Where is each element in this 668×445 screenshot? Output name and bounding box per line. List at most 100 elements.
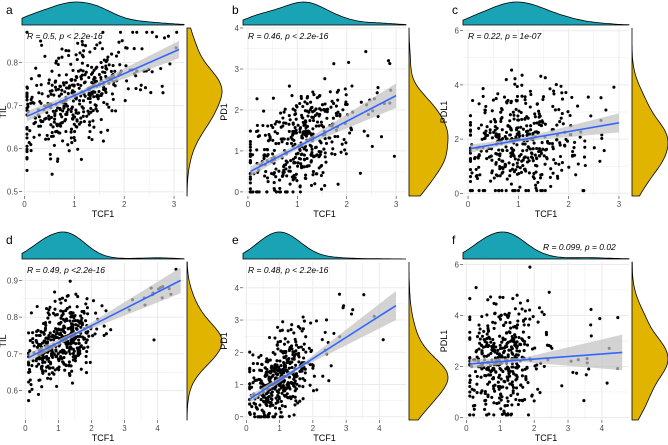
data-point bbox=[71, 338, 75, 342]
data-point bbox=[310, 348, 314, 352]
data-point bbox=[31, 340, 35, 345]
data-point bbox=[75, 119, 79, 123]
correlation-annotation: R = 0.46, p < 2.2e-16 bbox=[248, 31, 329, 41]
data-point bbox=[268, 135, 272, 139]
data-point bbox=[513, 343, 517, 347]
data-point bbox=[525, 343, 530, 347]
data-point bbox=[298, 369, 302, 373]
data-point bbox=[294, 172, 298, 176]
data-point bbox=[486, 326, 490, 330]
data-point bbox=[73, 130, 77, 134]
data-point bbox=[556, 176, 560, 180]
data-point bbox=[487, 353, 491, 357]
data-point bbox=[271, 152, 275, 156]
data-point bbox=[285, 190, 289, 194]
data-point bbox=[34, 333, 39, 337]
data-point bbox=[69, 127, 74, 131]
data-point bbox=[485, 313, 489, 317]
data-point bbox=[263, 174, 267, 178]
data-point bbox=[305, 109, 309, 113]
data-point bbox=[255, 362, 260, 366]
data-point bbox=[248, 145, 252, 149]
data-point bbox=[475, 382, 479, 386]
data-point bbox=[82, 119, 86, 124]
data-point bbox=[496, 348, 500, 352]
x-axis-title: TCF1 bbox=[92, 433, 115, 443]
data-point bbox=[511, 391, 515, 395]
data-point bbox=[36, 392, 41, 396]
data-point bbox=[273, 130, 277, 134]
y-tick-label: 0.9 bbox=[7, 276, 19, 285]
data-point bbox=[558, 120, 562, 124]
data-point bbox=[52, 120, 56, 124]
data-point bbox=[379, 135, 384, 139]
y-tick-label: 3 bbox=[235, 316, 240, 325]
data-point bbox=[525, 132, 529, 136]
data-point bbox=[25, 144, 29, 148]
data-point bbox=[517, 171, 521, 176]
data-point bbox=[27, 399, 31, 403]
data-point bbox=[175, 30, 179, 34]
data-point bbox=[543, 189, 547, 193]
data-point bbox=[468, 381, 472, 385]
data-point bbox=[34, 66, 38, 70]
data-point bbox=[37, 357, 41, 361]
data-point bbox=[55, 384, 59, 388]
data-point bbox=[548, 175, 552, 179]
data-point bbox=[501, 170, 505, 174]
data-point bbox=[333, 134, 337, 139]
data-point bbox=[474, 174, 478, 178]
data-point bbox=[538, 120, 542, 124]
x-axis-title: TCF1 bbox=[313, 209, 336, 219]
data-point bbox=[71, 311, 75, 315]
data-point bbox=[35, 83, 39, 87]
data-point bbox=[334, 104, 338, 108]
data-point bbox=[487, 155, 491, 159]
data-point bbox=[266, 370, 271, 374]
data-point bbox=[508, 113, 512, 117]
data-point bbox=[507, 369, 511, 373]
data-point bbox=[300, 136, 305, 140]
data-point bbox=[272, 369, 276, 373]
data-point bbox=[541, 147, 545, 151]
data-point bbox=[276, 400, 280, 404]
data-point bbox=[499, 110, 503, 114]
data-point bbox=[520, 159, 524, 163]
data-point bbox=[485, 125, 489, 129]
data-point bbox=[282, 385, 286, 389]
data-point bbox=[298, 127, 302, 131]
data-point bbox=[39, 118, 43, 123]
data-point bbox=[26, 102, 30, 106]
data-point bbox=[493, 312, 497, 316]
data-point bbox=[92, 68, 96, 72]
y-tick-label: 6 bbox=[455, 27, 460, 36]
data-point bbox=[138, 88, 143, 92]
data-point bbox=[533, 153, 537, 157]
correlation-annotation: R = 0.5, p < 2.2e-16 bbox=[27, 31, 103, 41]
data-point bbox=[74, 342, 78, 346]
data-point bbox=[300, 152, 304, 156]
data-point bbox=[525, 160, 530, 164]
data-point bbox=[284, 159, 288, 163]
data-point bbox=[524, 189, 528, 193]
data-point bbox=[531, 147, 535, 151]
data-point bbox=[270, 397, 274, 401]
data-point bbox=[343, 102, 348, 106]
data-point bbox=[482, 131, 486, 135]
data-point bbox=[67, 349, 71, 353]
data-point bbox=[266, 360, 270, 364]
data-point bbox=[272, 181, 276, 185]
data-point bbox=[536, 387, 540, 391]
data-point bbox=[28, 349, 32, 353]
data-point bbox=[343, 87, 347, 91]
data-point bbox=[47, 356, 51, 360]
data-point bbox=[535, 146, 539, 151]
data-point bbox=[362, 293, 366, 297]
data-point bbox=[523, 342, 527, 346]
data-point bbox=[52, 143, 56, 147]
data-point bbox=[73, 115, 77, 119]
data-point bbox=[248, 190, 252, 194]
data-point bbox=[507, 330, 511, 334]
data-point bbox=[524, 375, 528, 379]
data-point bbox=[131, 30, 135, 34]
